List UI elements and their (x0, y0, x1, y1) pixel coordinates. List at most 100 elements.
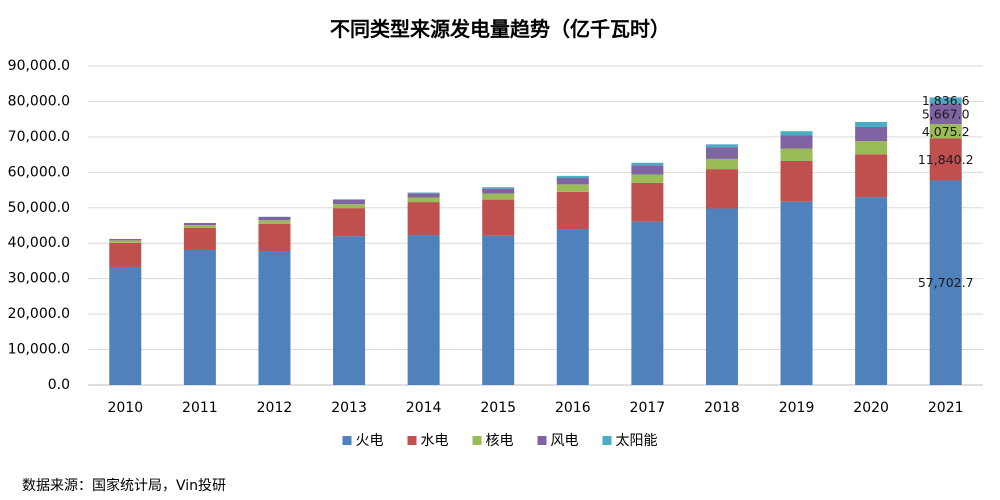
x-tick-label: 2010 (107, 400, 143, 416)
bar-segment-2018-series0 (705, 208, 738, 385)
bar-segment-2021-series0 (929, 180, 962, 385)
bar-segment-2014-series3 (407, 193, 440, 198)
legend: 火电 水电 核电 风电 太阳能 (342, 433, 658, 449)
bar-segment-2012-series3 (258, 216, 291, 221)
bars (109, 97, 962, 385)
data-label: 11,840.2 (918, 152, 974, 167)
bar-segment-2016-series3 (556, 178, 589, 185)
gridlines (88, 65, 983, 386)
legend-label: 风电 (551, 433, 579, 449)
bar-segment-2014-series1 (407, 202, 440, 236)
legend-label: 火电 (356, 433, 384, 449)
legend-swatch (537, 436, 547, 445)
bar-segment-2015-series2 (482, 193, 515, 200)
legend-swatch (342, 436, 352, 445)
bar-segment-2017-series0 (631, 221, 664, 385)
bar-segment-2012-series2 (258, 220, 291, 224)
y-tick-label: 80,000.0 (8, 93, 70, 109)
bar-segment-2010-series2 (109, 240, 142, 243)
bar-segment-2019-series0 (780, 201, 813, 385)
bar-segment-2011-series0 (183, 249, 216, 385)
y-tick-label: 40,000.0 (8, 235, 70, 251)
data-label: 5,667.0 (922, 107, 970, 122)
legend-swatch (472, 436, 482, 445)
x-tick-label: 2012 (257, 400, 293, 416)
x-tick-label: 2013 (331, 400, 367, 416)
bar-segment-2013-series3 (333, 199, 366, 205)
bar-segment-2015-series4 (482, 187, 515, 189)
x-tick-label: 2011 (182, 400, 218, 416)
bar-segment-2021-series3 (929, 103, 962, 125)
y-tick-label: 60,000.0 (8, 164, 70, 180)
legend-swatch (407, 436, 417, 445)
bar-segment-2020-series2 (855, 141, 888, 155)
x-tick-label: 2016 (555, 400, 591, 416)
bar-segment-2010-series0 (109, 266, 142, 385)
x-tick-label: 2015 (480, 400, 516, 416)
legend-label: 核电 (486, 433, 514, 449)
y-tick-label: 30,000.0 (8, 271, 70, 287)
bar-segment-2013-series2 (333, 204, 366, 209)
bar-segment-2012-series0 (258, 251, 291, 385)
bar-segment-2018-series4 (705, 144, 738, 148)
bar-segment-2021-series4 (929, 97, 962, 104)
legend-item: 太阳能 (602, 433, 658, 449)
x-tick-label: 2020 (853, 400, 889, 416)
bar-segment-2016-series4 (556, 175, 589, 179)
bar-segment-2010-series1 (109, 242, 142, 267)
bar-segment-2017-series2 (631, 174, 664, 183)
y-tick-label: 20,000.0 (8, 306, 70, 322)
data-label: 57,702.7 (918, 275, 974, 290)
x-tick-label: 2018 (704, 400, 740, 416)
x-tick-label: 2019 (779, 400, 815, 416)
bar-segment-2019-series2 (780, 148, 813, 161)
bar-segment-2020-series0 (855, 197, 888, 385)
legend-label: 水电 (421, 433, 449, 449)
x-tick-label: 2017 (630, 400, 666, 416)
bar-segment-2013-series1 (333, 208, 366, 237)
legend-item: 风电 (537, 433, 579, 449)
bar-segment-2014-series2 (407, 197, 440, 203)
bar-segment-2015-series1 (482, 199, 515, 236)
bar-segment-2014-series0 (407, 235, 440, 385)
legend-item: 火电 (342, 433, 384, 449)
bar-segment-2013-series0 (333, 236, 366, 385)
bar-segment-2011-series2 (183, 225, 216, 228)
legend-item: 水电 (407, 433, 449, 449)
data-label: 4,075.2 (922, 124, 970, 139)
bar-segment-2018-series1 (705, 169, 738, 209)
bar-segment-2021-series1 (929, 138, 962, 181)
bar-segment-2018-series2 (705, 158, 738, 170)
data-labels: 57,702.7 11,840.2 4,075.2 5,667.01,836.6 (918, 93, 974, 290)
bar-segment-2018-series3 (705, 147, 738, 159)
bar-segment-2016-series0 (556, 229, 589, 385)
bar-segment-2019-series3 (780, 135, 813, 149)
bar-segment-2020-series1 (855, 154, 888, 198)
bar-segment-2017-series3 (631, 165, 664, 175)
bar-segment-2020-series4 (855, 122, 888, 127)
y-tick-label: 90,000.0 (8, 58, 70, 74)
x-tick-label: 2021 (928, 400, 964, 416)
bar-segment-2014-series4 (407, 192, 440, 194)
bar-segment-2017-series1 (631, 182, 664, 222)
bar-segment-2015-series0 (482, 235, 515, 385)
source-note: 数据来源：国家统计局，Vin投研 (22, 477, 226, 494)
bar-segment-2015-series3 (482, 188, 515, 194)
data-label: 1,836.6 (922, 93, 970, 108)
y-tick-label: 10,000.0 (8, 342, 70, 358)
chart-title: 不同类型来源发电量趋势（亿千瓦时） (330, 17, 670, 41)
bar-segment-2016-series2 (556, 184, 589, 192)
bar-segment-2012-series1 (258, 223, 291, 252)
bar-segment-2017-series4 (631, 162, 664, 166)
legend-swatch (602, 436, 612, 445)
bar-segment-2019-series1 (780, 160, 813, 202)
legend-label: 太阳能 (616, 433, 658, 449)
bar-segment-2010-series3 (109, 238, 142, 241)
bar-segment-2019-series4 (780, 131, 813, 136)
y-axis: 0.0 10,000.0 20,000.0 30,000.0 40,000.0 50,00… (8, 58, 70, 393)
x-axis: 2010 2011 2012 2013 2014 2015 2016 2017 2018 2019… (107, 400, 963, 416)
bar-segment-2011-series1 (183, 227, 216, 250)
bar-segment-2016-series1 (556, 191, 589, 230)
legend-item: 核电 (472, 433, 514, 449)
